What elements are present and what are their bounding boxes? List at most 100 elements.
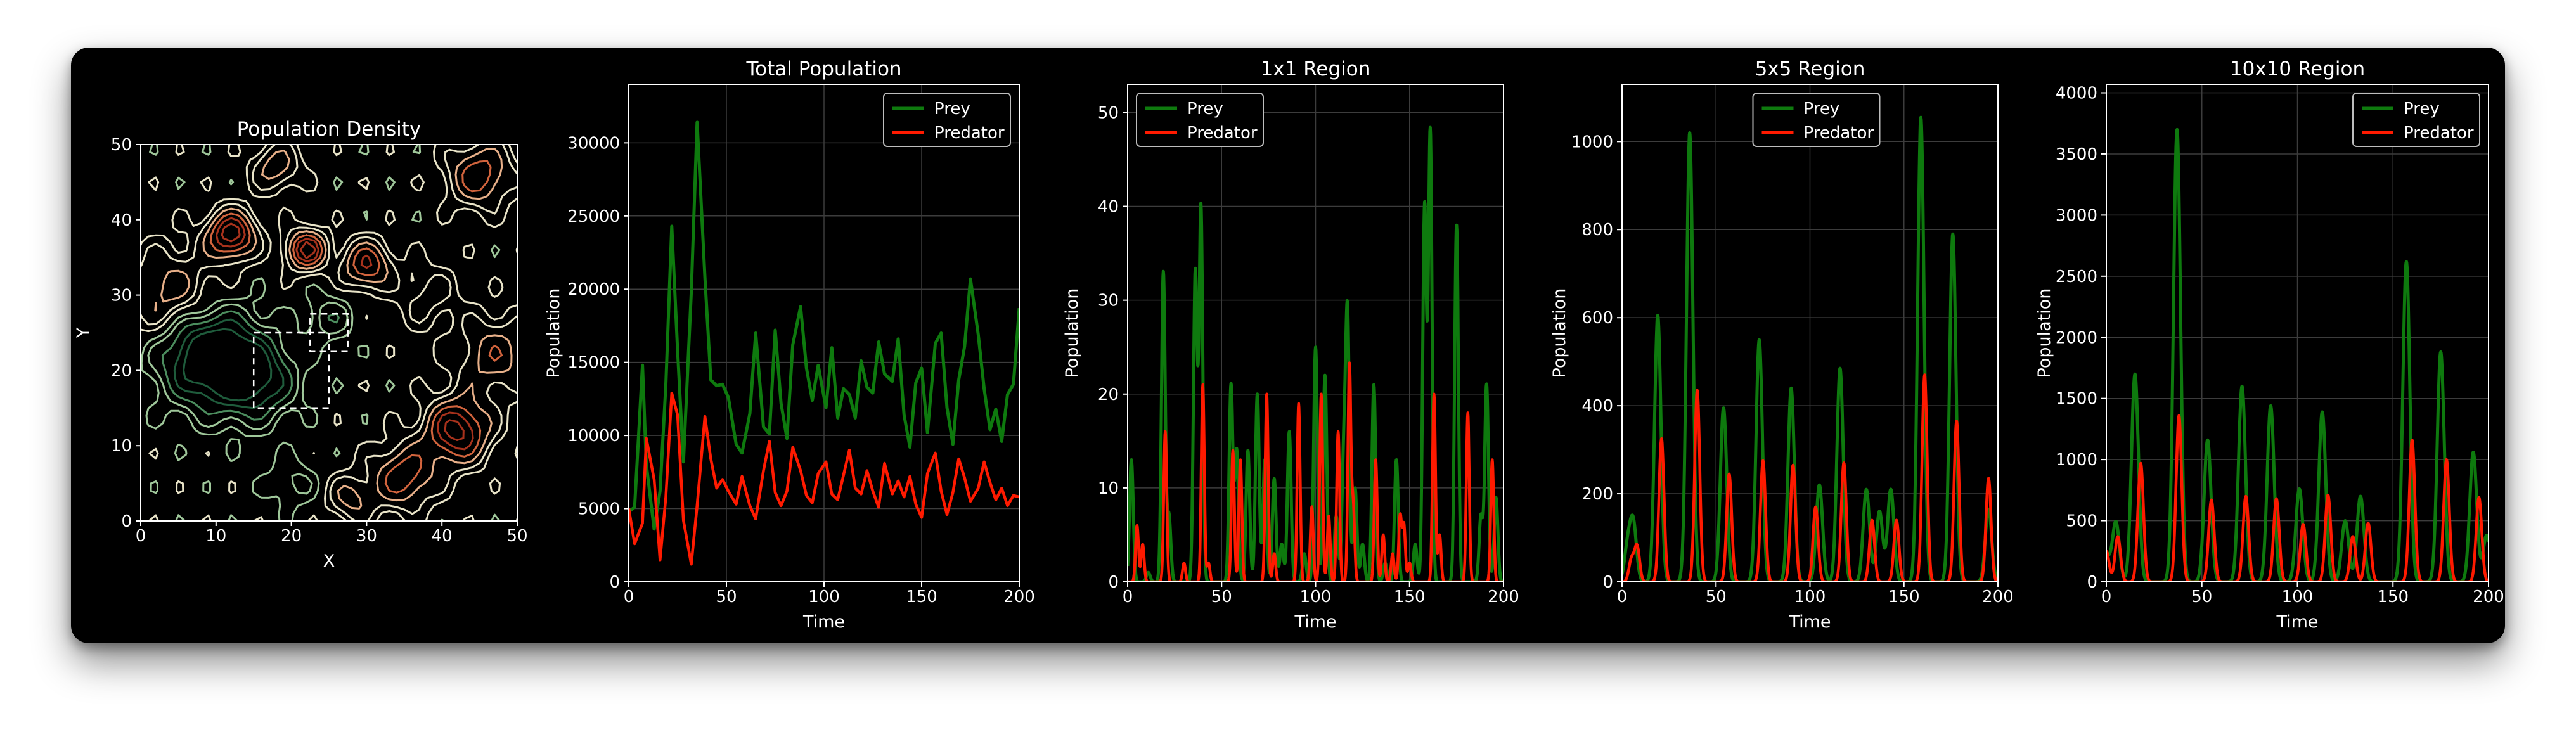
density-xtick-label-5: 50: [506, 527, 527, 546]
chart1-ylabel: Population: [1062, 288, 1082, 378]
chart0-ytick-label-1: 5000: [578, 500, 620, 519]
chart3-legend-label-0: Prey: [2404, 100, 2440, 119]
density-contour-level-7: [154, 148, 513, 510]
density-xtick-label-2: 20: [281, 527, 302, 546]
chart2-legend: Prey Predator: [1752, 93, 1881, 147]
chart1-ytick-label-0: 0: [1108, 573, 1119, 592]
chart3-ytick-label-5: 2500: [2056, 267, 2097, 286]
chart1-series-prey: [1128, 125, 1504, 582]
chart0-xlabel: Time: [802, 612, 845, 632]
chart2-ytick-label-5: 1000: [1571, 132, 1613, 151]
density-xtick-label-1: 10: [205, 527, 226, 546]
chart3-title: 10x10 Region: [2230, 58, 2365, 80]
density-title: Population Density: [237, 118, 422, 141]
chart1-xtick-label-3: 150: [1394, 588, 1426, 607]
density-ytick-label-5: 50: [111, 136, 132, 155]
chart1-title: 1x1 Region: [1261, 58, 1371, 80]
density-ytick-label-3: 30: [111, 286, 132, 305]
density-frame: [140, 144, 518, 522]
chart2-xtick-label-1: 50: [1706, 588, 1727, 607]
chart0-xtick-label-1: 50: [716, 588, 737, 607]
density-xtick-label-0: 0: [136, 527, 146, 546]
chart3-xtick-label-1: 50: [2191, 588, 2212, 607]
density-axes: 0 10 20 30 40 50 0 10 20 30 40 50 Population Density…: [74, 118, 528, 571]
chart0-ylabel: Population: [544, 288, 564, 378]
chart3-series-prey: [2106, 127, 2489, 582]
density-region-outline-1: [252, 331, 330, 409]
chart1-ytick-label-1: 10: [1098, 479, 1119, 498]
chart1-ytick-label-5: 50: [1098, 103, 1119, 122]
chart1-legend-label-1: Predator: [1187, 124, 1258, 143]
density-contour-level-9: [215, 217, 474, 451]
chart3-xtick-label-3: 150: [2377, 588, 2409, 607]
chart3-xtick-label-0: 0: [2101, 588, 2112, 607]
chart1-series-predator: [1128, 361, 1504, 582]
chart1-xtick-label-0: 0: [1123, 588, 1133, 607]
chart1-xtick-label-1: 50: [1211, 588, 1232, 607]
chart3-series-predator: [2106, 414, 2489, 582]
density-xtick-label-4: 40: [432, 527, 453, 546]
density-contour-level-3: [147, 301, 349, 495]
chart2-xlabel: Time: [1788, 612, 1831, 632]
chart2-ytick-label-3: 600: [1581, 309, 1613, 328]
figure-window: 0 50 100 150 200 0 5000 10000 15000 20000 25000 300…: [71, 48, 2505, 643]
chart0-ytick-label-5: 25000: [567, 207, 620, 226]
chart1-xtick-label-4: 200: [1488, 588, 1519, 607]
chart1-xlabel: Time: [1294, 612, 1336, 632]
chart0-title: Total Population: [745, 58, 901, 80]
chart2-ytick-label-2: 400: [1581, 397, 1613, 416]
chart2-ytick-label-4: 800: [1581, 221, 1613, 240]
chart0-ytick-label-3: 15000: [567, 354, 620, 373]
density-ytick-label-2: 20: [111, 361, 132, 380]
chart2-ytick-label-1: 200: [1581, 485, 1613, 504]
chart3-legend: Prey Predator: [2352, 93, 2480, 147]
chart0-xtick-label-3: 150: [906, 588, 937, 607]
chart0-frame: [628, 84, 1020, 582]
density-contour-level-1: [173, 318, 285, 409]
chart0-ytick-label-6: 30000: [567, 134, 620, 153]
density-ytick-label-1: 10: [111, 437, 132, 456]
chart0-xtick-label-4: 200: [1003, 588, 1035, 607]
chart2-xtick-label-2: 100: [1794, 588, 1826, 607]
chart3-ytick-label-8: 4000: [2056, 84, 2097, 103]
chart3-frame: [2106, 84, 2489, 582]
chart3-xtick-label-4: 200: [2473, 588, 2504, 607]
density-ylabel: Y: [74, 327, 93, 338]
chart0-axes: 0 50 100 150 200 0 5000 10000 15000 20000 25000 300…: [544, 58, 1035, 632]
chart3-xlabel: Time: [2276, 612, 2318, 632]
chart0-legend-label-0: Prey: [934, 100, 970, 119]
density-contour-level-4: [141, 145, 501, 521]
chart3-ytick-label-3: 1500: [2056, 390, 2097, 409]
figure-canvas: 0 50 100 150 2000500010000150002000025000300…: [74, 58, 2504, 632]
density-contour-level-8: [209, 160, 503, 494]
chart2-legend-label-0: Prey: [1804, 100, 1840, 119]
chart2-legend-label-1: Predator: [1804, 124, 1874, 143]
density-xlabel: X: [323, 551, 335, 571]
chart2-xtick-label-0: 0: [1617, 588, 1628, 607]
chart0-legend: Prey Predator: [883, 93, 1011, 147]
chart0-xtick-label-2: 100: [808, 588, 840, 607]
chart3-ytick-label-6: 3000: [2056, 206, 2097, 225]
density-ytick-label-0: 0: [121, 512, 132, 531]
chart0-ytick-label-0: 0: [609, 573, 620, 592]
chart3-xtick-label-2: 100: [2282, 588, 2314, 607]
chart3-ytick-label-4: 2000: [2056, 328, 2097, 347]
chart0-xtick-label-0: 0: [624, 588, 634, 607]
chart1-ytick-label-2: 20: [1098, 385, 1119, 404]
chart1-ytick-label-3: 30: [1098, 292, 1119, 311]
density-contour-level-5: [141, 145, 517, 521]
chart1-legend-label-0: Prey: [1187, 100, 1223, 119]
chart0-series-predator: [629, 391, 1019, 566]
chart2-axes: 0 50 100 150 200 0 200 400 600 800 1000 5x5 Region T…: [1550, 58, 2014, 632]
chart3-legend-label-1: Predator: [2404, 124, 2474, 143]
chart3-ytick-label-2: 1000: [2056, 451, 2097, 470]
chart2-xtick-label-3: 150: [1888, 588, 1920, 607]
chart2-xtick-label-4: 200: [1982, 588, 2014, 607]
chart2-ylabel: Population: [1550, 288, 1569, 378]
chart0-legend-label-1: Predator: [934, 124, 1005, 143]
density-ytick-label-4: 40: [111, 211, 132, 230]
chart0-ytick-label-4: 20000: [567, 280, 620, 299]
chart2-ytick-label-0: 0: [1602, 573, 1613, 592]
chart1-axes: 0 50 100 150 200 0 10 20 30 40 50 1x1 Region Time Pop…: [1062, 58, 1519, 632]
chart2-title: 5x5 Region: [1755, 58, 1865, 80]
